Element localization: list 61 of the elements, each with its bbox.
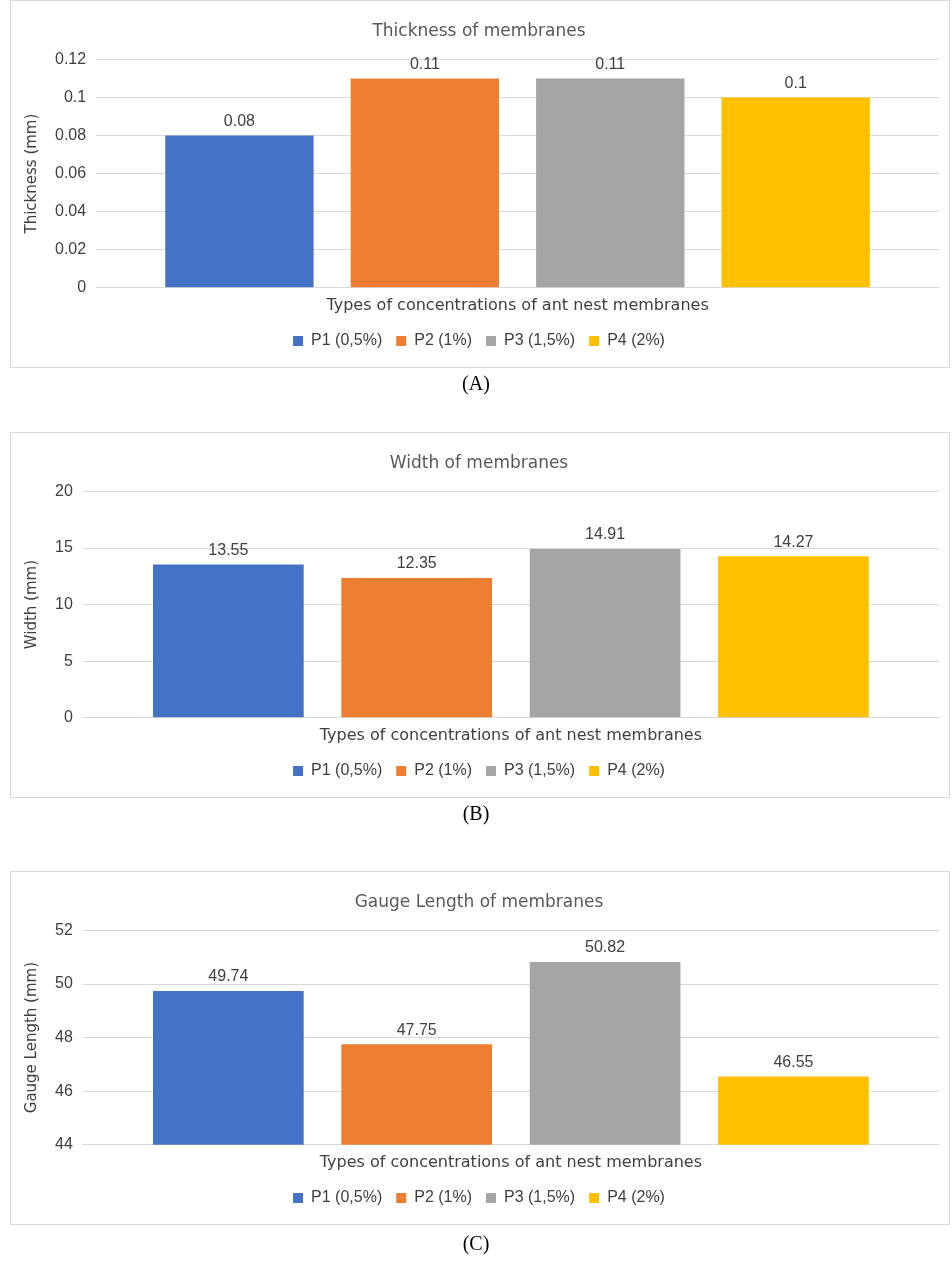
y-tick-label: 5 bbox=[63, 651, 73, 669]
bar bbox=[165, 135, 314, 288]
data-label: 47.75 bbox=[396, 1020, 437, 1038]
legend-label: P4 (2%) bbox=[607, 1188, 665, 1206]
x-axis-title: Types of concentrations of ant nest membranes bbox=[325, 294, 709, 314]
x-axis-title: Types of concentrations of ant nest membranes bbox=[318, 724, 703, 744]
legend-label: P3 (1,5%) bbox=[504, 331, 576, 349]
data-label: 12.35 bbox=[396, 554, 437, 572]
data-label: 0.1 bbox=[784, 73, 807, 91]
y-tick-label: 46 bbox=[55, 1081, 73, 1099]
y-tick-label: 0 bbox=[77, 278, 87, 296]
data-label: 46.55 bbox=[773, 1052, 814, 1070]
y-tick-label: 15 bbox=[55, 538, 73, 556]
y-axis-title: Gauge Length (mm) bbox=[21, 961, 40, 1114]
data-label: 49.74 bbox=[208, 967, 249, 985]
legend-label: P3 (1,5%) bbox=[504, 761, 576, 779]
data-label: 13.55 bbox=[208, 540, 249, 558]
text: (B) bbox=[461, 802, 491, 825]
chart-title: Thickness of membranes bbox=[371, 19, 586, 40]
y-axis-title: Thickness (mm) bbox=[21, 113, 40, 235]
legend-label: P3 (1,5%) bbox=[504, 1188, 576, 1206]
bar bbox=[341, 578, 493, 718]
y-tick-label: 10 bbox=[55, 595, 73, 613]
chart-title: Width of membranes bbox=[389, 451, 569, 472]
legend-label: P1 (0,5%) bbox=[311, 761, 383, 779]
legend-label: P4 (2%) bbox=[607, 331, 665, 349]
text: (A) bbox=[461, 372, 491, 395]
y-tick-label: 0 bbox=[63, 708, 73, 726]
legend-label: P1 (0,5%) bbox=[311, 331, 383, 349]
y-tick-label: 44 bbox=[55, 1135, 73, 1153]
bar bbox=[350, 78, 500, 288]
legend-label: P2 (1%) bbox=[414, 331, 472, 349]
y-tick-label: 48 bbox=[55, 1028, 73, 1046]
data-label: 14.27 bbox=[773, 532, 814, 550]
legend-label: P4 (2%) bbox=[607, 761, 665, 779]
bar bbox=[536, 78, 685, 288]
y-tick-label: 0.04 bbox=[55, 202, 87, 220]
bar bbox=[718, 556, 869, 718]
y-tick-label: 52 bbox=[55, 920, 73, 938]
bar bbox=[153, 564, 304, 718]
bar bbox=[721, 97, 870, 288]
y-tick-label: 20 bbox=[55, 481, 73, 499]
legend-label: P2 (1%) bbox=[414, 761, 472, 779]
data-label: 0.11 bbox=[595, 54, 626, 72]
y-tick-label: 0.1 bbox=[63, 87, 87, 105]
legend-label: P2 (1%) bbox=[414, 1188, 472, 1206]
legend-label: P1 (0,5%) bbox=[311, 1188, 383, 1206]
x-axis-title: Types of concentrations of ant nest membranes bbox=[318, 1151, 703, 1171]
bar bbox=[529, 549, 681, 718]
y-tick-label: 0.08 bbox=[55, 125, 87, 143]
y-tick-label: 0.02 bbox=[55, 240, 87, 258]
y-axis-title: Width (mm) bbox=[21, 559, 40, 650]
text: (C) bbox=[461, 1232, 491, 1255]
y-tick-label: 50 bbox=[55, 974, 73, 992]
data-label: 0.08 bbox=[223, 111, 256, 129]
y-tick-label: 0.12 bbox=[55, 49, 87, 67]
chart-title: Gauge Length of membranes bbox=[354, 890, 604, 911]
y-tick-label: 0.06 bbox=[55, 164, 87, 182]
data-label: 50.82 bbox=[585, 938, 626, 956]
data-label: 14.91 bbox=[585, 525, 626, 543]
data-label: 0.11 bbox=[409, 54, 440, 72]
